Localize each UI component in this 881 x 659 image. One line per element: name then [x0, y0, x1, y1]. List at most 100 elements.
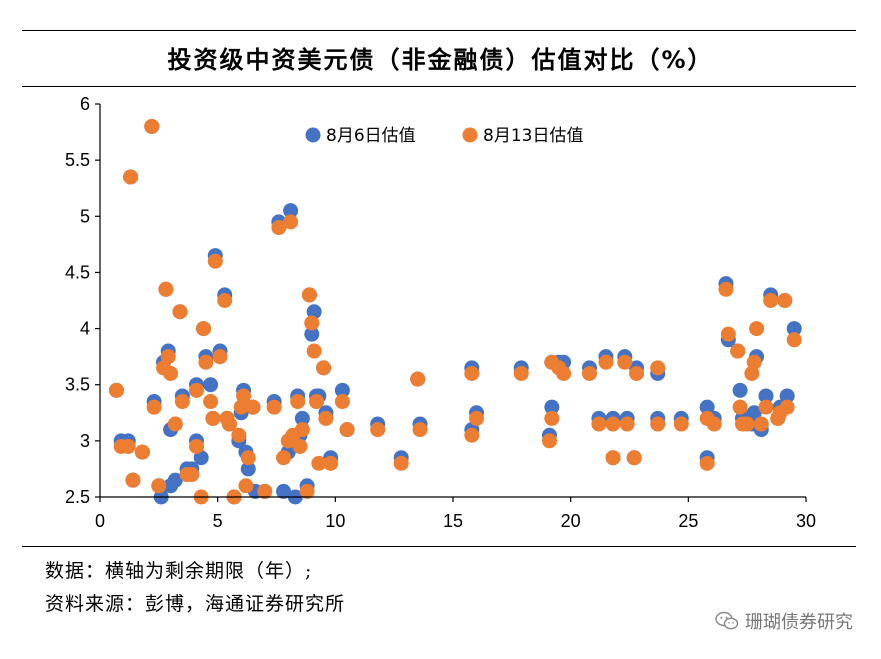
data-point	[266, 399, 282, 415]
legend-label: 8月13日估值	[483, 126, 583, 146]
x-tick-label: 20	[561, 511, 581, 531]
x-tick-label: 10	[325, 511, 345, 531]
x-tick-label: 0	[95, 511, 105, 531]
data-point	[779, 388, 795, 404]
legend-label: 8月6日估值	[326, 126, 416, 146]
data-point	[125, 472, 141, 488]
data-point	[699, 455, 715, 471]
data-point	[323, 455, 339, 471]
data-point	[306, 304, 322, 320]
data-point	[257, 483, 273, 499]
series-1-points	[108, 118, 802, 505]
data-point	[786, 332, 802, 348]
data-point	[410, 371, 426, 387]
data-point	[744, 365, 760, 381]
watermark-text: 珊瑚债券研究	[745, 612, 853, 633]
data-point	[544, 410, 560, 426]
series-2-points	[108, 118, 802, 505]
data-point	[240, 461, 256, 477]
data-point	[304, 315, 320, 331]
title-rule	[22, 86, 856, 87]
data-point	[650, 416, 666, 432]
data-point	[730, 343, 746, 359]
x-tick-label: 25	[678, 511, 698, 531]
data-point	[207, 253, 223, 269]
data-point	[746, 354, 762, 370]
data-point	[108, 382, 124, 398]
data-point	[184, 467, 200, 483]
data-point	[541, 433, 557, 449]
data-point	[718, 281, 734, 297]
data-point	[309, 394, 325, 410]
data-point	[188, 438, 204, 454]
y-tick-label: 4	[80, 319, 90, 339]
data-point	[706, 416, 722, 432]
chart-title: 投资级中资美元债（非金融债）估值对比（%）	[167, 46, 714, 74]
data-point	[205, 410, 221, 426]
data-point	[212, 349, 228, 365]
data-point	[544, 399, 560, 415]
data-point	[163, 365, 179, 381]
data-point	[271, 220, 287, 236]
y-tick-label: 4.5	[65, 262, 90, 282]
scatter-chart: 2.5 3 3.5 4 4.5 5 5.5 6 0 5 10 15 20 25 30 8月6日估值 8月13日…	[65, 94, 816, 531]
data-point	[732, 399, 748, 415]
data-point	[276, 483, 292, 499]
data-point	[786, 321, 802, 337]
data-point	[753, 416, 769, 432]
data-point	[732, 382, 748, 398]
data-point	[290, 394, 306, 410]
data-point	[196, 321, 212, 337]
points-layer	[108, 118, 802, 505]
data-point	[203, 377, 219, 393]
y-tick-label: 6	[80, 94, 90, 114]
data-point	[720, 326, 736, 342]
data-point	[276, 450, 292, 466]
data-point	[306, 343, 322, 359]
data-point	[581, 365, 597, 381]
data-point	[311, 455, 327, 471]
data-point	[123, 169, 139, 185]
data-point	[619, 416, 635, 432]
data-point	[144, 118, 160, 134]
data-point	[301, 287, 317, 303]
data-point	[464, 427, 480, 443]
data-point	[221, 416, 237, 432]
data-point	[749, 321, 765, 337]
data-point	[779, 399, 795, 415]
x-tick-label: 15	[443, 511, 463, 531]
data-point	[299, 483, 315, 499]
data-point	[167, 472, 183, 488]
data-point	[236, 388, 252, 404]
data-point	[151, 478, 167, 494]
data-point	[629, 365, 645, 381]
data-point	[172, 304, 188, 320]
data-point	[134, 444, 150, 460]
data-point	[746, 405, 762, 421]
data-point	[174, 394, 190, 410]
data-point	[283, 214, 299, 230]
data-point	[304, 326, 320, 342]
data-point	[650, 360, 666, 376]
data-point	[292, 438, 308, 454]
data-point	[294, 422, 310, 438]
legend-marker	[305, 127, 321, 143]
data-point	[283, 203, 299, 219]
data-point	[605, 416, 621, 432]
data-point	[334, 394, 350, 410]
data-point	[626, 450, 642, 466]
data-point	[316, 360, 332, 376]
data-point	[203, 394, 219, 410]
data-point	[233, 399, 249, 415]
wechat-icon	[715, 611, 739, 630]
data-point	[777, 293, 793, 308]
data-point	[245, 399, 261, 415]
data-point	[412, 422, 428, 438]
data-point	[758, 399, 774, 415]
data-point	[699, 399, 715, 415]
data-point	[605, 450, 621, 466]
legend-marker	[462, 127, 478, 143]
data-point	[556, 365, 572, 381]
data-point	[231, 427, 247, 443]
data-point	[318, 410, 334, 426]
